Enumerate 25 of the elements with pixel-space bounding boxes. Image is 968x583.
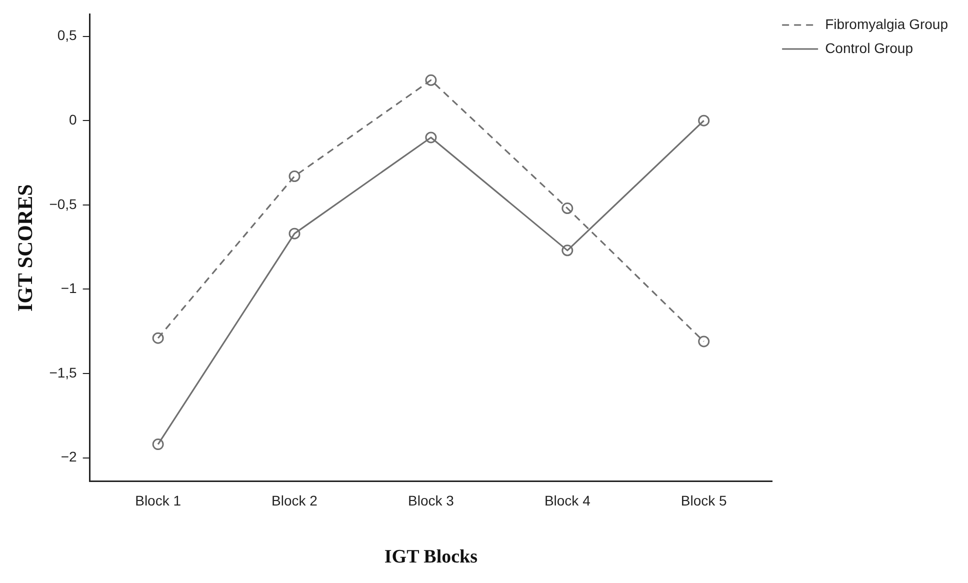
y-tick-label: 0,5 (57, 27, 78, 44)
y-axis-title: IGT SCORES (13, 184, 38, 312)
point (698, 336, 710, 348)
point (152, 438, 164, 450)
x-tick-label: Block 4 (544, 492, 591, 509)
y-tick-label: −1 (60, 280, 78, 296)
point (425, 74, 437, 86)
legend-label: Fibromyalgia Group (825, 16, 948, 32)
point (288, 228, 300, 240)
x-tick-label: Block 5 (680, 492, 728, 509)
y-tick-label: −1,5 (49, 364, 78, 380)
x-tick-label: Block 3 (408, 492, 454, 509)
point (425, 132, 437, 144)
point (698, 114, 710, 126)
point (562, 202, 574, 214)
point (152, 332, 164, 344)
legend-label: Control Group (825, 40, 914, 56)
x-tick-label: Block 1 (135, 492, 182, 509)
x-axis-title: IGT Blocks (384, 546, 478, 568)
y-tick-label: −2 (60, 448, 78, 465)
y-tick-label: 0 (69, 111, 78, 128)
x-tick-label: Block 2 (272, 492, 318, 509)
point (562, 244, 574, 256)
point (288, 170, 300, 182)
y-tick-label: −0,5 (49, 196, 78, 212)
